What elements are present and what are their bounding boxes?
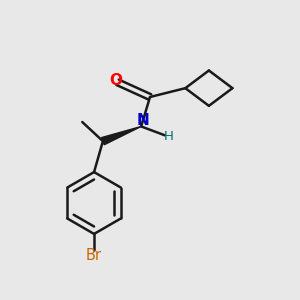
Text: Br: Br: [86, 248, 102, 263]
Polygon shape: [101, 126, 141, 145]
Text: N: N: [136, 113, 149, 128]
Text: H: H: [164, 130, 174, 143]
Text: O: O: [110, 73, 123, 88]
